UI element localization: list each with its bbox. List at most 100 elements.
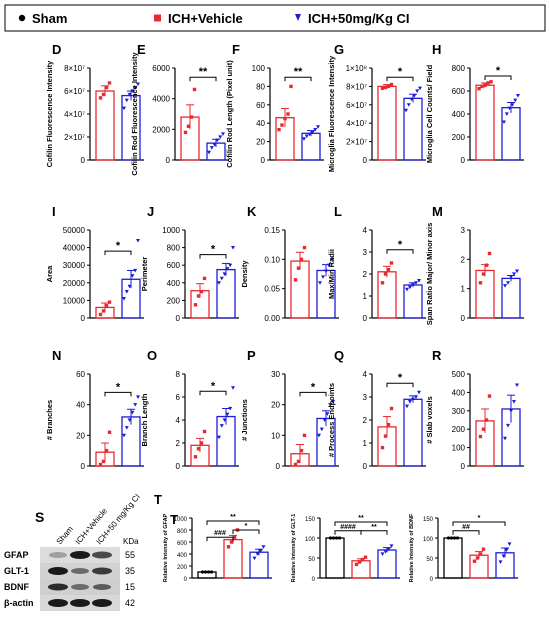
data-point-p-vehicle <box>299 448 304 453</box>
data-point-h-vehicle <box>483 83 487 87</box>
significance-label-t-17: ## <box>462 524 470 531</box>
significance-bracket-l <box>386 249 414 254</box>
panel-letter-r: R <box>432 348 442 363</box>
data-point-l-ci <box>408 285 412 290</box>
data-point-d-ci <box>133 85 138 90</box>
significance-label-l: * <box>398 239 403 251</box>
data-point-p-ci <box>322 418 327 422</box>
wb-band-actin-sham <box>48 599 68 607</box>
chart-panel-i: I 0 10000 20000 30000 40000 50000 Area * <box>45 204 144 323</box>
data-point-n-vehicle <box>107 430 112 434</box>
y-tick-label-n: 0 <box>81 462 86 471</box>
data-point-j-ci <box>231 246 235 250</box>
data-point-t-16-vehicle <box>363 555 368 559</box>
significance-bracket-j <box>199 254 227 259</box>
y-tick-label-h: 0 <box>461 156 466 165</box>
y-axis-label-m: Span Ratio Major/ Minor axis <box>425 223 434 326</box>
data-point-r-ci <box>503 436 507 441</box>
data-point-t-17-vehicle <box>475 556 480 560</box>
data-point-k-vehicle <box>299 257 304 262</box>
bar-t-ich-vehicle <box>223 538 243 579</box>
data-point-m-vehicle <box>481 272 486 276</box>
data-point-g-ci <box>409 97 414 102</box>
y-tick-label-e: 4000 <box>152 95 170 104</box>
data-point-d-ci <box>124 98 129 103</box>
significance-bracket-g <box>386 76 414 82</box>
data-point-g-ci <box>412 94 417 98</box>
data-point-i-ci <box>127 284 132 289</box>
data-point-t-16-vehicle <box>357 560 362 564</box>
y-tick-label-t-17: 150 <box>423 517 434 523</box>
data-point-e-ci <box>207 150 211 155</box>
chart-panel-n: N 0 20 40 60 # Branches * <box>45 348 144 471</box>
y-tick-label-r: 100 <box>452 444 466 453</box>
data-point-f-vehicle <box>283 116 287 121</box>
significance-label-n: * <box>116 381 121 393</box>
data-point-t-16-vehicle <box>360 557 365 562</box>
y-tick-label-k: 0.00 <box>264 314 280 323</box>
data-point-n-ci <box>124 426 129 430</box>
y-tick-label-i: 30000 <box>63 261 86 270</box>
significance-bracket-o <box>199 390 227 396</box>
data-point-j-ci <box>228 263 233 268</box>
data-point-q-ci <box>414 395 418 399</box>
y-tick-label-n: 60 <box>76 370 85 379</box>
significance-bracket-i <box>104 250 132 256</box>
bar-d-ich-vehicle <box>95 90 115 161</box>
data-point-j-vehicle <box>193 303 198 307</box>
y-axis-label-f: Cofilin Rod Length (Pixel unit) <box>225 60 234 168</box>
significance-bracket-n <box>104 391 132 397</box>
data-point-n-vehicle <box>98 462 103 467</box>
wb-band-bdnf-vehicle <box>71 584 89 590</box>
y-axis-label-d: Cofilin Fluorescence Intensity <box>45 60 54 168</box>
data-point-q-vehicle <box>386 422 391 427</box>
significance-bracket-p <box>299 391 327 397</box>
data-point-t-sham <box>209 570 214 574</box>
y-tick-label-i: 50000 <box>63 226 86 235</box>
bar-t-17-sham <box>443 537 463 579</box>
data-point-h-ci <box>504 112 509 116</box>
y-tick-label-r: 400 <box>452 388 466 397</box>
wb-band-actin-vehicle <box>70 599 90 607</box>
y-tick-label-d: 0 <box>81 156 86 165</box>
y-tick-label-k: 0.10 <box>264 255 280 264</box>
y-tick-label-j: 800 <box>167 244 181 253</box>
legend-marker-sham <box>18 14 26 22</box>
bar-l-ich-vehicle <box>377 271 397 319</box>
data-point-d-vehicle <box>98 96 103 100</box>
bar-t-sham <box>197 571 217 579</box>
data-point-p-ci <box>317 433 321 438</box>
wb-band-gfap-vehicle <box>70 551 90 559</box>
data-point-o-vehicle <box>202 429 207 434</box>
data-point-i-ci <box>136 238 140 243</box>
data-point-f-ci <box>310 130 315 135</box>
y-tick-label-g: 4×10⁷ <box>346 119 367 128</box>
data-point-k-ci <box>318 281 322 285</box>
data-point-k-vehicle <box>293 278 298 282</box>
significance-bracket-t <box>232 529 260 534</box>
data-point-i-vehicle <box>107 300 112 304</box>
data-point-e-vehicle <box>186 124 191 128</box>
data-point-j-ci <box>225 267 230 271</box>
y-tick-label-t-16: 0 <box>312 577 316 583</box>
data-point-t-16-sham <box>337 536 342 540</box>
data-point-l-ci <box>414 281 418 285</box>
data-point-l-ci <box>417 279 421 283</box>
data-point-e-ci <box>218 135 223 139</box>
y-tick-label-d: 4×10⁷ <box>64 110 85 119</box>
panel-letter-e: E <box>137 42 146 57</box>
y-tick-label-t-17: 100 <box>423 537 434 543</box>
data-point-m-ci <box>503 284 507 288</box>
data-point-p-ci <box>331 400 335 404</box>
data-point-k-ci <box>321 275 325 279</box>
data-point-t-16-sham <box>334 536 339 540</box>
data-point-d-vehicle <box>104 85 109 90</box>
bar-h-ich-50mg-kg-ci <box>501 107 521 161</box>
y-tick-label-t-16: 100 <box>305 537 316 543</box>
data-point-f-vehicle <box>277 127 281 132</box>
bar-t-ich-50mg-kg-ci <box>249 551 269 579</box>
bar-h-ich-vehicle <box>475 84 495 161</box>
data-point-k-ci <box>330 257 334 262</box>
y-tick-label-f: 20 <box>256 138 265 147</box>
